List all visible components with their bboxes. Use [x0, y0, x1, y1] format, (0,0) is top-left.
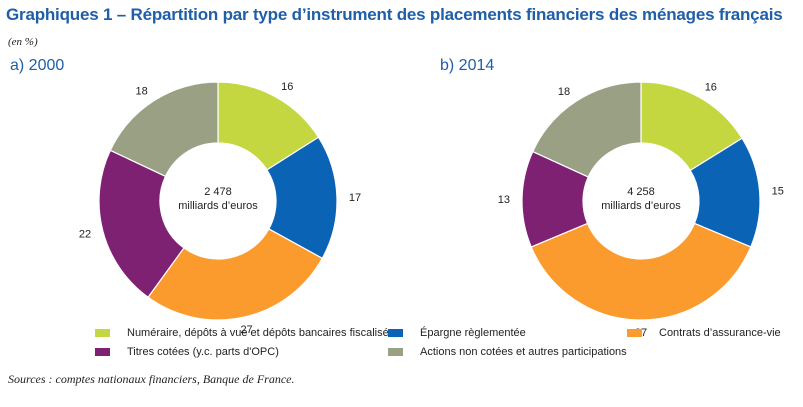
slice-label-a-titres: 22 — [79, 229, 91, 241]
unit-label: (en %) — [8, 36, 38, 48]
source-note: Sources : comptes nationaux financiers, … — [8, 372, 295, 386]
legend-item-titres: Titres cotées (y.c. parts d'OPC) — [95, 346, 279, 358]
legend-item-epargne: Épargne règlementée — [388, 327, 526, 339]
legend-label-actions: Actions non cotées et autres participati… — [420, 346, 627, 358]
slice-label-a-assurance: 27 — [240, 324, 252, 336]
legend-swatch-epargne — [388, 329, 403, 337]
center-value-a: 2 478 — [204, 186, 232, 198]
legend-label-numeraire: Numéraire, dépôts à vue et dépôts bancai… — [127, 327, 395, 339]
slice-label-b-titres: 13 — [498, 194, 510, 206]
legend-item-numeraire: Numéraire, dépôts à vue et dépôts bancai… — [95, 327, 394, 339]
slice-label-b-epargne: 15 — [772, 186, 784, 198]
slice-a-assurance — [147, 228, 324, 321]
slice-label-b-actions: 18 — [558, 86, 570, 98]
legend-item-assurance: Contrats d’assurance-vie — [627, 327, 781, 339]
legend-swatch-numeraire — [95, 329, 110, 337]
legend-swatch-titres — [95, 348, 110, 356]
legend-item-actions: Actions non cotées et autres participati… — [388, 346, 627, 358]
legend-label-assurance: Contrats d’assurance-vie — [659, 327, 781, 339]
chart-a-title: a) 2000 — [10, 57, 65, 74]
slice-label-a-numeraire: 16 — [281, 81, 293, 93]
slice-label-a-actions: 18 — [136, 85, 148, 97]
slice-b-assurance — [530, 222, 752, 321]
center-label-a: milliards d’euros — [178, 200, 258, 212]
legend-label-epargne: Épargne règlementée — [420, 327, 526, 339]
slice-a-actions — [109, 81, 219, 178]
center-value-b: 4 258 — [627, 186, 655, 198]
figure-title: Graphiques 1 – Répartition par type d’in… — [6, 5, 783, 24]
legend-swatch-actions — [388, 348, 403, 356]
chart-b-title: b) 2014 — [440, 57, 495, 74]
slice-label-b-numeraire: 16 — [705, 82, 717, 94]
slice-label-a-epargne: 17 — [349, 192, 361, 204]
legend-swatch-assurance — [627, 329, 642, 337]
slice-b-actions — [531, 81, 642, 178]
slice-a-titres — [98, 149, 185, 299]
legend-label-titres: Titres cotées (y.c. parts d'OPC) — [127, 346, 279, 358]
center-label-b: milliards d’euros — [601, 200, 681, 212]
